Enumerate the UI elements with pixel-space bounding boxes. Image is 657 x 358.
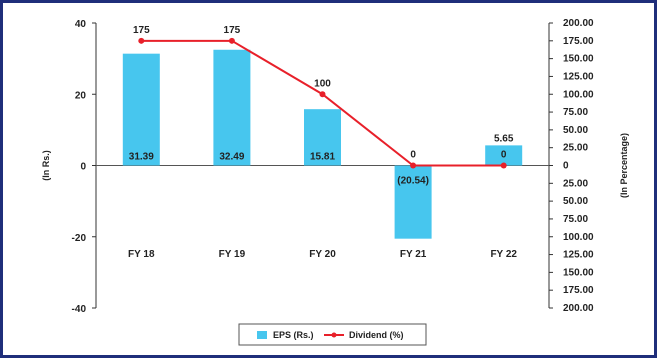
- dividend-data-label: 100: [314, 78, 331, 89]
- category-label: FY 18: [128, 249, 155, 260]
- right-tick-label: 75.00: [563, 107, 588, 118]
- dividend-data-label: 175: [224, 25, 241, 36]
- eps-data-label: 15.81: [310, 152, 335, 163]
- right-tick-label: 125.00: [563, 250, 594, 261]
- right-tick-label: 175.00: [563, 285, 594, 296]
- left-tick-label: 0: [80, 162, 86, 173]
- right-tick-label: 100.00: [563, 89, 594, 100]
- right-tick-label: 0: [563, 161, 569, 172]
- right-tick-label: 25.00: [563, 143, 588, 154]
- right-tick-label: 125.00: [563, 71, 594, 82]
- eps-bar: [485, 145, 523, 166]
- eps-dividend-chart: 40 20 0 -20 -40 200.00 175.00 150.00 125.00 100.0…: [41, 18, 629, 346]
- dividend-data-label: 0: [501, 150, 507, 161]
- legend-dividend-marker: [331, 332, 337, 338]
- right-tick-label: 100.00: [563, 232, 594, 243]
- right-tick-label: 75.00: [563, 214, 588, 225]
- legend-eps-label: EPS (Rs.): [273, 330, 314, 340]
- right-tick-label: 50.00: [563, 196, 588, 207]
- left-tick-label: -20: [72, 233, 87, 244]
- category-label: FY 22: [490, 249, 517, 260]
- dividend-point: [319, 91, 326, 98]
- right-tick-label: 200.00: [563, 303, 594, 314]
- dividend-data-label: 0: [410, 150, 416, 161]
- right-tick-label: 200.00: [563, 18, 594, 29]
- legend-dividend-label: Dividend (%): [349, 330, 404, 340]
- eps-bar: [213, 49, 251, 166]
- eps-data-label: 5.65: [494, 133, 514, 144]
- right-tick-label: 175.00: [563, 36, 594, 47]
- right-tick-label: 150.00: [563, 267, 594, 278]
- eps-bar: [122, 53, 160, 166]
- right-tick-label: 25.00: [563, 178, 588, 189]
- right-tick-label: 150.00: [563, 54, 594, 65]
- dividend-point: [500, 162, 507, 169]
- dividend-point: [410, 162, 417, 169]
- eps-data-label: (20.54): [397, 176, 429, 187]
- eps-bar: [394, 165, 432, 239]
- right-tick-label: 50.00: [563, 125, 588, 136]
- dividend-point: [138, 37, 145, 44]
- left-axis-title: (In Rs.): [41, 150, 51, 181]
- category-label: FY 19: [219, 249, 246, 260]
- category-label: FY 21: [400, 249, 427, 260]
- dividend-data-label: 175: [133, 25, 150, 36]
- left-tick-label: 20: [75, 90, 87, 101]
- left-tick-label: 40: [75, 19, 87, 30]
- dividend-point: [228, 37, 235, 44]
- left-tick-label: -40: [72, 304, 87, 315]
- eps-data-label: 31.39: [129, 152, 154, 163]
- eps-bar: [304, 109, 341, 166]
- right-axis-title: (In Percentage): [619, 133, 629, 198]
- legend-eps-swatch: [257, 331, 267, 339]
- eps-data-label: 32.49: [219, 152, 244, 163]
- category-label: FY 20: [309, 249, 336, 260]
